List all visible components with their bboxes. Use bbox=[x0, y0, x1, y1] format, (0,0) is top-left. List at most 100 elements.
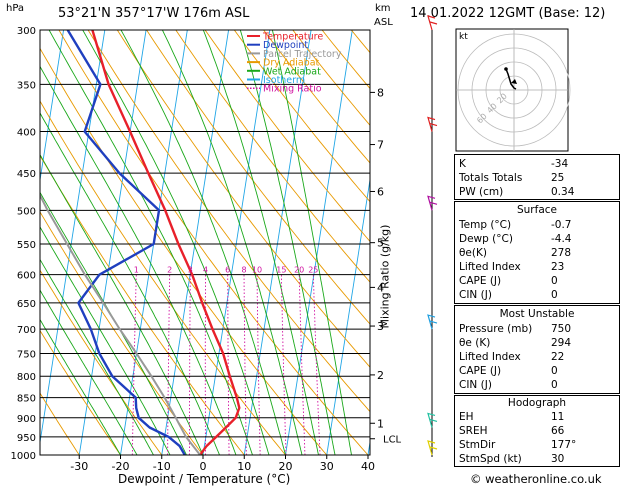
hodo-row: SREH 66 bbox=[459, 425, 615, 438]
surface-key: θe(K) bbox=[459, 247, 487, 259]
hodo-row: StmSpd (kt) 30 bbox=[459, 453, 615, 466]
dry-adiabat-line bbox=[263, 30, 370, 164]
legend-label: Mixing Ratio bbox=[263, 84, 322, 95]
wind-barb-feather bbox=[429, 122, 438, 127]
mixing-ratio-label: 6 bbox=[225, 266, 230, 275]
index-value: 25 bbox=[551, 172, 565, 184]
temperature-profile bbox=[91, 30, 241, 455]
pressure-tick-label: 500 bbox=[17, 206, 36, 217]
dry-adiabat-line bbox=[175, 30, 370, 283]
hodo-value: 30 bbox=[551, 453, 565, 465]
x-tick-label: 10 bbox=[237, 460, 251, 473]
hodograph-ring bbox=[457, 33, 571, 147]
surface-value: -0.7 bbox=[551, 219, 572, 231]
wind-barb-feather bbox=[429, 418, 438, 423]
mu-value: 0 bbox=[551, 365, 558, 377]
hodograph-table-panel: Hodograph EH 11 SREH 66 StmDir 177° StmSpd … bbox=[454, 395, 620, 467]
hodograph-unit: kt bbox=[459, 32, 468, 42]
dry-adiabat-line bbox=[204, 30, 370, 243]
legend-label: Temperature bbox=[262, 32, 323, 43]
mu-row: θe (K) 294 bbox=[459, 337, 615, 350]
surface-row: CIN (J) 0 bbox=[459, 289, 615, 302]
isotherm-line bbox=[161, 30, 230, 455]
pressure-tick-label: 800 bbox=[17, 372, 36, 383]
wind-barb bbox=[427, 412, 436, 428]
pressure-tick-label: 750 bbox=[17, 349, 36, 360]
surface-key: CIN (J) bbox=[459, 289, 492, 301]
dewpoint-profile bbox=[66, 30, 186, 455]
mu-row: CIN (J) 0 bbox=[459, 379, 615, 392]
index-key: Totals Totals bbox=[459, 172, 523, 184]
mu-key: Pressure (mb) bbox=[459, 323, 533, 335]
wind-barb bbox=[427, 314, 436, 330]
lcl-label: LCL bbox=[383, 435, 402, 446]
mixing-ratio-label: 3 bbox=[188, 266, 193, 275]
surface-key: Dewp (°C) bbox=[459, 233, 513, 245]
isotherm-line bbox=[243, 30, 312, 455]
surface-panel: Surface Temp (°C) -0.7 Dewp (°C) -4.4 θe(K… bbox=[454, 201, 620, 304]
mixing-ratio-label: 8 bbox=[241, 266, 246, 275]
wind-barb-feather bbox=[429, 21, 438, 25]
mu-value: 0 bbox=[551, 379, 558, 391]
wind-barb bbox=[427, 440, 436, 456]
legend-label: Isotherm bbox=[263, 75, 305, 86]
index-row: PW (cm) 0.34 bbox=[459, 186, 615, 199]
index-value: 0.34 bbox=[551, 186, 575, 198]
mixing-ratio-label: 10 bbox=[252, 266, 262, 275]
hodograph-point bbox=[504, 67, 508, 71]
pressure-tick-label: 700 bbox=[17, 325, 36, 336]
mixing-ratio-line bbox=[243, 274, 247, 455]
x-tick-label: 30 bbox=[320, 460, 334, 473]
km-tick-label: 7 bbox=[377, 139, 384, 152]
pressure-tick-label: 900 bbox=[17, 414, 36, 425]
mixing-ratio-line bbox=[280, 274, 287, 455]
most-unstable-panel: Most Unstable Pressure (mb) 750 θe (K) 294… bbox=[454, 305, 620, 394]
mixing-ratio-label: 1 bbox=[134, 266, 139, 275]
wind-barb-feather bbox=[429, 320, 438, 324]
km-tick-label: 2 bbox=[377, 369, 384, 382]
mu-key: CAPE (J) bbox=[459, 365, 502, 377]
km-tick-label: 8 bbox=[377, 86, 384, 99]
km-tick-label: 1 bbox=[377, 417, 384, 430]
pressure-tick-label: 350 bbox=[17, 80, 36, 91]
hodo-row: EH 11 bbox=[459, 411, 615, 424]
dry-adiabat-line bbox=[40, 100, 286, 455]
legend-label: Dewpoint bbox=[263, 40, 308, 51]
mu-row: Pressure (mb) 750 bbox=[459, 323, 615, 336]
most-unstable-title: Most Unstable bbox=[499, 308, 575, 320]
isotherm-line bbox=[40, 30, 65, 183]
surface-value: 278 bbox=[551, 247, 572, 259]
hodo-value: 66 bbox=[551, 425, 565, 437]
pressure-tick-label: 300 bbox=[17, 26, 36, 37]
surface-value: 0 bbox=[551, 275, 558, 287]
dry-adiabat-line bbox=[40, 154, 245, 455]
wet-adiabat-line bbox=[40, 318, 121, 455]
wet-adiabat-line bbox=[48, 30, 253, 455]
pressure-tick-label: 400 bbox=[17, 128, 36, 139]
mixing-ratio-label: 4 bbox=[203, 266, 208, 275]
wind-barb bbox=[427, 116, 436, 132]
x-tick-label: 0 bbox=[200, 460, 207, 473]
hodograph-trace bbox=[505, 68, 517, 90]
mu-row: Lifted Index 22 bbox=[459, 351, 615, 364]
hodo-key: EH bbox=[459, 411, 474, 423]
surface-value: 23 bbox=[551, 261, 565, 273]
wet-adiabat-line bbox=[82, 30, 270, 455]
mu-key: CIN (J) bbox=[459, 379, 492, 391]
mu-value: 294 bbox=[551, 337, 572, 349]
hodo-key: SREH bbox=[459, 425, 488, 437]
isotherm-line bbox=[202, 30, 271, 455]
km-tick-label: 3 bbox=[377, 320, 384, 333]
mixing-ratio-label: 20 bbox=[294, 266, 304, 275]
x-tick-label: 40 bbox=[361, 460, 375, 473]
surface-row: Dewp (°C) -4.4 bbox=[459, 233, 615, 246]
location-title: 53°21'N 357°17'W 176m ASL bbox=[58, 6, 250, 21]
legend-label: Parcel Trajectory bbox=[263, 49, 342, 60]
pressure-tick-label: 550 bbox=[17, 240, 36, 251]
isotherm-line bbox=[326, 177, 370, 455]
x-tick-label: -20 bbox=[112, 460, 130, 473]
legend-label: Dry Adiabat bbox=[263, 58, 320, 69]
mixing-ratio-line bbox=[227, 274, 230, 455]
pressure-tick-label: 850 bbox=[17, 394, 36, 405]
